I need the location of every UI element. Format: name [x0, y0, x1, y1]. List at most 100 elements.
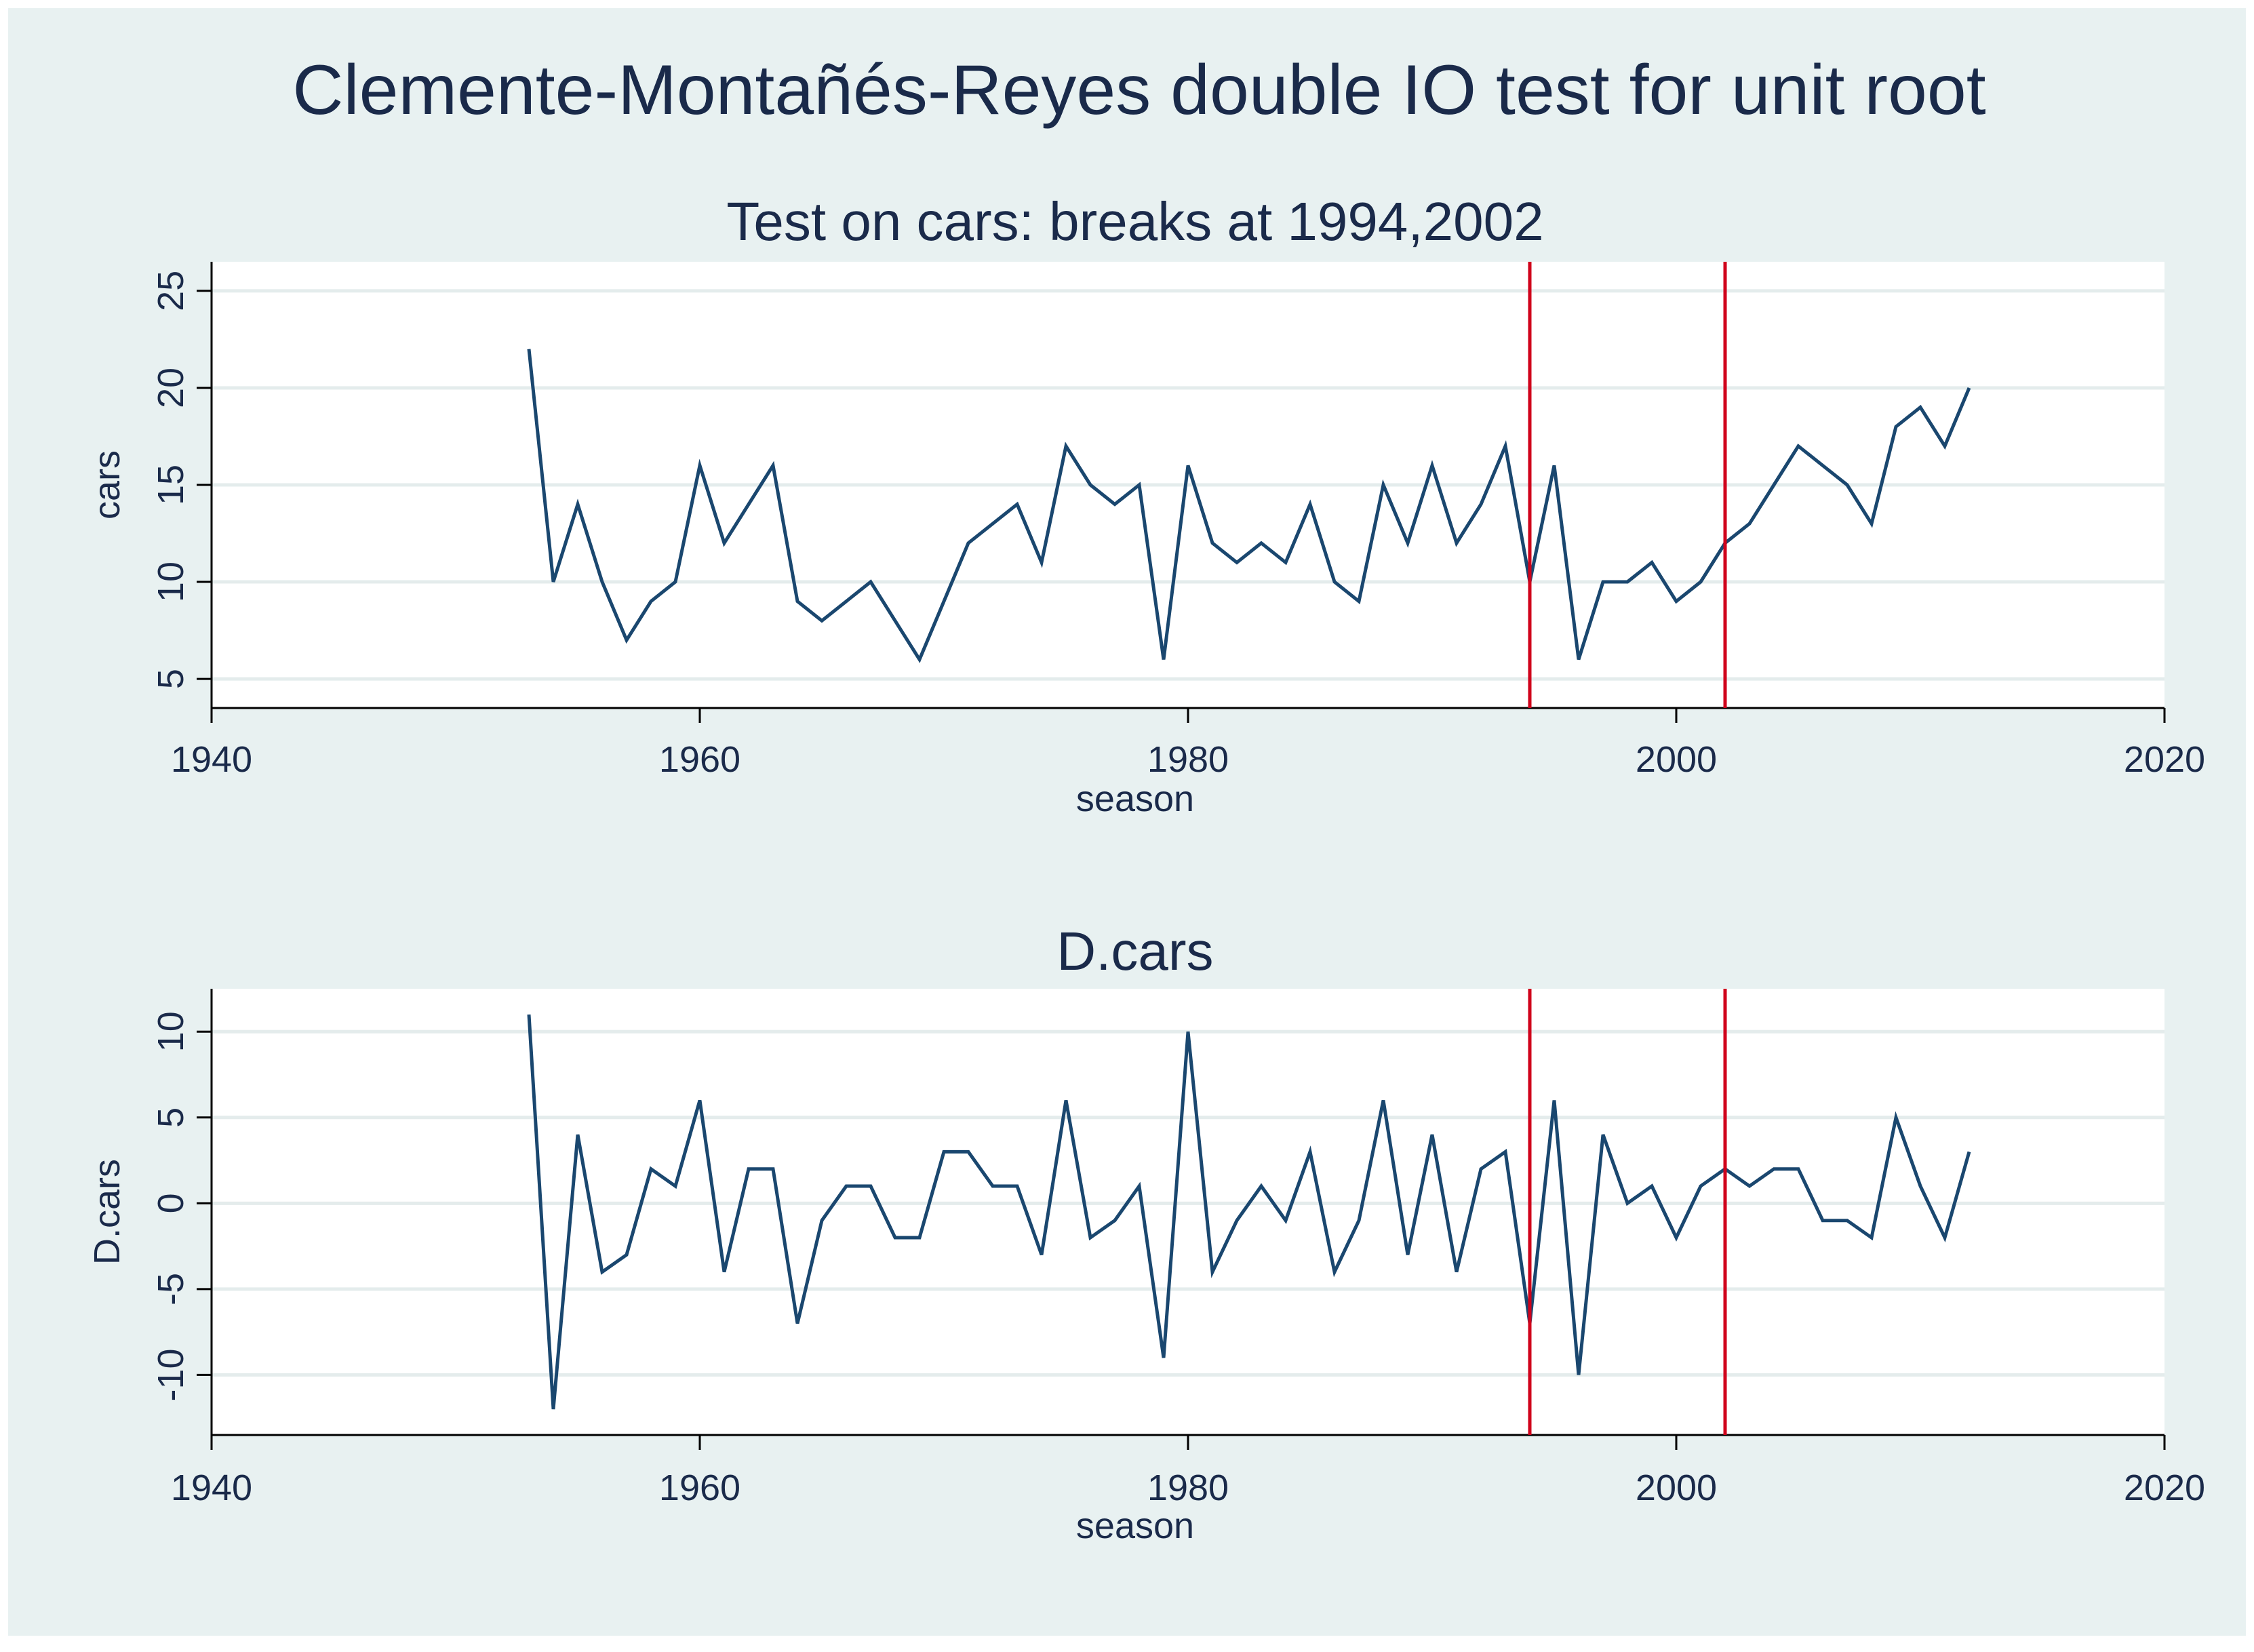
- data-point: [1480, 1167, 1483, 1171]
- data-point: [1187, 1030, 1190, 1034]
- y-axis-label: D.cars: [87, 1159, 127, 1265]
- data-point: [1333, 581, 1337, 584]
- x-tick-label: 1940: [171, 739, 252, 780]
- data-point: [1846, 1219, 1849, 1222]
- data-point: [845, 1185, 848, 1188]
- data-point: [674, 581, 677, 584]
- data-point: [1821, 464, 1825, 467]
- data-point: [1284, 1219, 1288, 1222]
- data-point: [820, 619, 824, 623]
- data-point: [1309, 1150, 1312, 1154]
- data-point: [1406, 541, 1410, 545]
- data-point: [625, 638, 629, 642]
- data-point: [1602, 581, 1605, 584]
- data-point: [528, 1012, 531, 1016]
- data-point: [967, 541, 970, 545]
- data-point: [723, 1270, 726, 1274]
- data-point: [1431, 464, 1434, 467]
- data-point: [796, 1322, 799, 1325]
- data-point: [552, 1408, 555, 1411]
- data-point: [1773, 484, 1776, 487]
- x-tick-label: 1980: [1147, 739, 1229, 780]
- data-point: [1016, 503, 1019, 506]
- data-point: [1162, 658, 1166, 661]
- data-point: [820, 1219, 824, 1222]
- chart-panel-2: -10 -5 0 5 10 1940 1960 1980 2000 2020 season D.car…: [87, 921, 2205, 1546]
- data-point: [1284, 561, 1288, 564]
- data-point: [869, 581, 873, 584]
- data-point: [1870, 522, 1874, 526]
- data-point: [943, 599, 946, 603]
- data-point: [601, 581, 604, 584]
- data-point: [576, 503, 580, 506]
- data-point: [1455, 541, 1459, 545]
- data-point: [1797, 444, 1800, 448]
- data-point: [894, 619, 897, 623]
- data-point: [772, 1167, 775, 1171]
- data-point: [1870, 1236, 1874, 1239]
- data-point: [772, 464, 775, 467]
- data-point: [1895, 1116, 1898, 1119]
- main-title: Clemente-Montañés-Reyes double IO test f…: [292, 51, 1985, 130]
- x-tick-label: 1960: [659, 739, 740, 780]
- data-point: [576, 1133, 580, 1137]
- data-point: [698, 464, 702, 467]
- data-point: [796, 599, 799, 603]
- y-tick-label: 20: [151, 368, 191, 408]
- y-axis-label: cars: [87, 450, 127, 519]
- data-point: [1382, 484, 1385, 487]
- data-point: [1699, 581, 1703, 584]
- data-point: [845, 599, 848, 603]
- data-point: [1675, 599, 1678, 603]
- data-point: [1504, 444, 1507, 448]
- data-point: [1919, 406, 1922, 409]
- data-point: [1797, 1167, 1800, 1171]
- x-axis-label: season: [1076, 779, 1194, 819]
- y-tick-label: 25: [151, 271, 191, 311]
- data-point: [1089, 1236, 1092, 1239]
- x-tick-label: 2020: [2124, 739, 2205, 780]
- data-point: [1235, 561, 1239, 564]
- data-point: [601, 1270, 604, 1274]
- data-point: [1821, 1219, 1825, 1222]
- data-point: [1626, 1202, 1629, 1205]
- data-point: [1138, 484, 1141, 487]
- x-tick-label: 1960: [659, 1468, 740, 1508]
- data-point: [1333, 1270, 1337, 1274]
- x-tick-label: 2000: [1636, 739, 1717, 780]
- data-point: [1553, 464, 1556, 467]
- data-point: [1895, 425, 1898, 429]
- series-line-1: [527, 349, 1971, 663]
- data-point: [698, 1099, 702, 1102]
- data-point: [1309, 503, 1312, 506]
- data-point: [1065, 444, 1068, 448]
- y-tick-label: 10: [151, 1011, 191, 1052]
- y-tick-label: -10: [151, 1348, 191, 1401]
- y-tick-label: 0: [151, 1193, 191, 1213]
- chart-panel-1: 5 10 15 20 25 1940 1960 1980 2000 2020 season cars T…: [87, 191, 2205, 819]
- data-point: [1382, 1099, 1385, 1102]
- data-point: [747, 1167, 751, 1171]
- data-point: [991, 1185, 995, 1188]
- y-tick-label: 5: [151, 1107, 191, 1128]
- data-point: [1358, 1219, 1361, 1222]
- data-point: [1650, 1185, 1654, 1188]
- data-point: [1553, 1099, 1556, 1102]
- data-point: [1650, 561, 1654, 564]
- data-point: [528, 347, 531, 351]
- data-point: [1699, 1185, 1703, 1188]
- data-point: [918, 1236, 922, 1239]
- data-point: [747, 503, 751, 506]
- data-point: [552, 581, 555, 584]
- x-tick-label: 1980: [1147, 1468, 1229, 1508]
- x-tick-label: 2020: [2124, 1468, 2205, 1508]
- y-tick-label: 15: [151, 465, 191, 505]
- x-tick-label: 1940: [171, 1468, 252, 1508]
- chart-panels: 5 10 15 20 25 1940 1960 1980 2000 2020 season cars T…: [87, 191, 2205, 1546]
- data-point: [1211, 541, 1214, 545]
- data-point: [1504, 1150, 1507, 1154]
- data-point: [1113, 503, 1117, 506]
- y-tick-label: 10: [151, 562, 191, 602]
- series-line-1: [527, 1014, 1971, 1410]
